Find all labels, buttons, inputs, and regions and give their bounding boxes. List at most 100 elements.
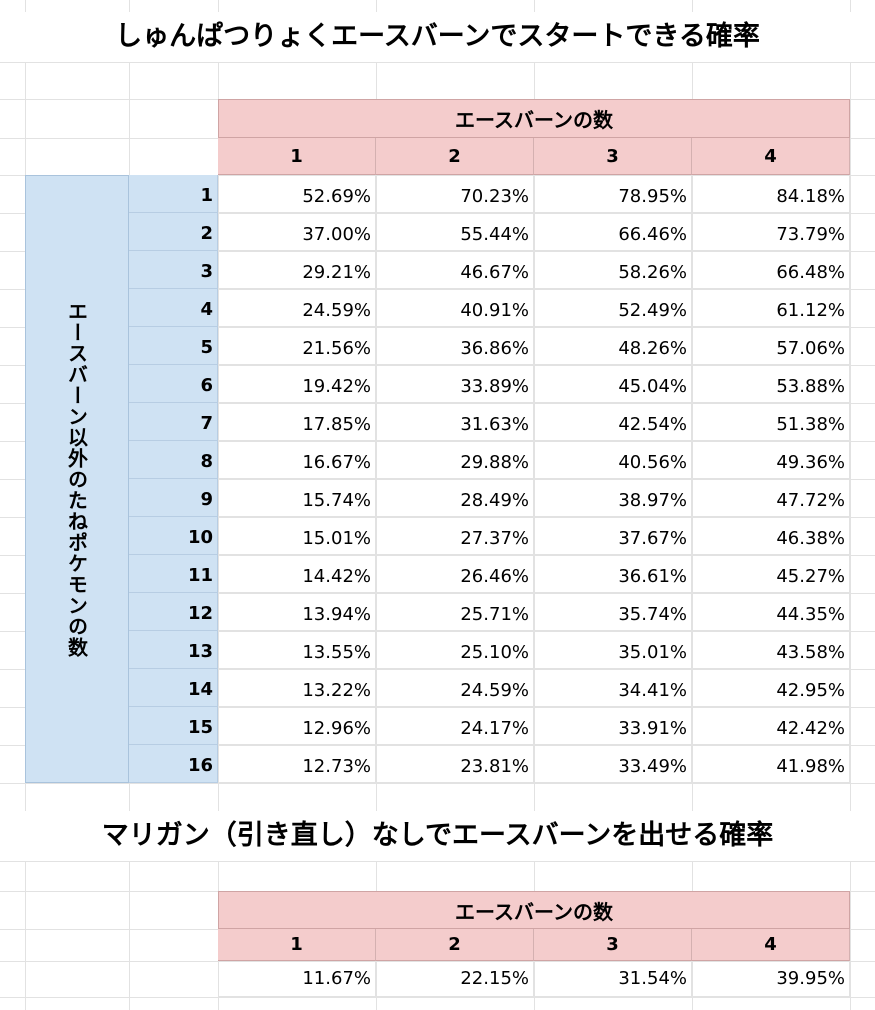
table1-row-label: 2: [129, 213, 218, 251]
grid-row-line: [0, 707, 875, 708]
table1-cell[interactable]: 12.73%: [218, 745, 376, 783]
table1-cell[interactable]: 44.35%: [692, 593, 850, 631]
table1-cell[interactable]: 17.85%: [218, 403, 376, 441]
table1-cell[interactable]: 36.61%: [534, 555, 692, 593]
table1-cell[interactable]: 19.42%: [218, 365, 376, 403]
table1-cell[interactable]: 25.71%: [376, 593, 534, 631]
grid-row-line: [0, 631, 875, 632]
table1-cell[interactable]: 43.58%: [692, 631, 850, 669]
table1-cell[interactable]: 35.01%: [534, 631, 692, 669]
table1-cell[interactable]: 33.89%: [376, 365, 534, 403]
table1-cell[interactable]: 40.91%: [376, 289, 534, 327]
table1-row-label: 16: [129, 745, 218, 783]
table1-cell[interactable]: 66.48%: [692, 251, 850, 289]
table1-cell[interactable]: 53.88%: [692, 365, 850, 403]
table1-cell[interactable]: 84.18%: [692, 175, 850, 213]
table1-cell[interactable]: 57.06%: [692, 327, 850, 365]
table1-cell[interactable]: 78.95%: [534, 175, 692, 213]
table2-cell[interactable]: 22.15%: [376, 961, 534, 997]
table1-cell[interactable]: 55.44%: [376, 213, 534, 251]
grid-row-line: [0, 327, 875, 328]
table1-cell[interactable]: 28.49%: [376, 479, 534, 517]
table1-cell[interactable]: 25.10%: [376, 631, 534, 669]
table1-cell[interactable]: 37.00%: [218, 213, 376, 251]
table1-row-label: 6: [129, 365, 218, 403]
table1-cell[interactable]: 42.42%: [692, 707, 850, 745]
grid-col-line: [692, 0, 693, 1010]
table1-cell[interactable]: 70.23%: [376, 175, 534, 213]
table1-row-label: 7: [129, 403, 218, 441]
grid-row-line: [0, 555, 875, 556]
table1-col-2: 2: [376, 138, 534, 175]
table2-cell[interactable]: 31.54%: [534, 961, 692, 997]
table1-cell[interactable]: 66.46%: [534, 213, 692, 251]
table1-cell[interactable]: 58.26%: [534, 251, 692, 289]
table1-cell[interactable]: 24.59%: [218, 289, 376, 327]
table1-row-header: エースバーン以外のたねポケモンの数: [25, 175, 129, 783]
table1-cell[interactable]: 37.67%: [534, 517, 692, 555]
table1-cell[interactable]: 24.59%: [376, 669, 534, 707]
table1-cell[interactable]: 45.27%: [692, 555, 850, 593]
table1-cell[interactable]: 15.74%: [218, 479, 376, 517]
table1-row-label: 9: [129, 479, 218, 517]
table1-cell[interactable]: 29.21%: [218, 251, 376, 289]
table1-cell[interactable]: 13.55%: [218, 631, 376, 669]
grid-row-line: [0, 517, 875, 518]
table1-col-header: エースバーンの数: [218, 99, 850, 138]
table1-cell[interactable]: 33.49%: [534, 745, 692, 783]
table1-cell[interactable]: 42.54%: [534, 403, 692, 441]
grid-row-line: [0, 213, 875, 214]
table1-cell[interactable]: 52.69%: [218, 175, 376, 213]
grid-row-line: [0, 997, 875, 998]
table1-row-label: 14: [129, 669, 218, 707]
table2-cell[interactable]: 39.95%: [692, 961, 850, 997]
table1-cell[interactable]: 45.04%: [534, 365, 692, 403]
table1-cell[interactable]: 33.91%: [534, 707, 692, 745]
table1-cell[interactable]: 16.67%: [218, 441, 376, 479]
table1-cell[interactable]: 13.94%: [218, 593, 376, 631]
table1-cell[interactable]: 46.67%: [376, 251, 534, 289]
table1-row-label: 10: [129, 517, 218, 555]
table1-cell[interactable]: 23.81%: [376, 745, 534, 783]
table1-row-label: 8: [129, 441, 218, 479]
grid-row-line: [0, 669, 875, 670]
table1-cell[interactable]: 26.46%: [376, 555, 534, 593]
table1-cell[interactable]: 48.26%: [534, 327, 692, 365]
table1-cell[interactable]: 52.49%: [534, 289, 692, 327]
table1-cell[interactable]: 47.72%: [692, 479, 850, 517]
table1-col-4: 4: [692, 138, 850, 175]
table2-col-4: 4: [692, 929, 850, 961]
table1-cell[interactable]: 15.01%: [218, 517, 376, 555]
table1-cell[interactable]: 27.37%: [376, 517, 534, 555]
table1-cell[interactable]: 13.22%: [218, 669, 376, 707]
table1-cell[interactable]: 35.74%: [534, 593, 692, 631]
table1-col-1: 1: [218, 138, 376, 175]
table1-cell[interactable]: 40.56%: [534, 441, 692, 479]
table1-cell[interactable]: 29.88%: [376, 441, 534, 479]
table1-cell[interactable]: 51.38%: [692, 403, 850, 441]
table1-cell[interactable]: 34.41%: [534, 669, 692, 707]
grid-row-line: [0, 289, 875, 290]
table1-cell[interactable]: 21.56%: [218, 327, 376, 365]
table1-cell[interactable]: 24.17%: [376, 707, 534, 745]
table1-cell[interactable]: 73.79%: [692, 213, 850, 251]
table2-cell[interactable]: 11.67%: [218, 961, 376, 997]
table2-col-1: 1: [218, 929, 376, 961]
grid-row-line: [0, 403, 875, 404]
table1-row-label: 15: [129, 707, 218, 745]
grid-row-line: [0, 365, 875, 366]
grid-row-line: [0, 783, 875, 784]
table1-cell[interactable]: 36.86%: [376, 327, 534, 365]
table1-cell[interactable]: 42.95%: [692, 669, 850, 707]
table1-cell[interactable]: 46.38%: [692, 517, 850, 555]
table1-cell[interactable]: 41.98%: [692, 745, 850, 783]
table1-cell[interactable]: 61.12%: [692, 289, 850, 327]
table1-row-label: 13: [129, 631, 218, 669]
table1-cell[interactable]: 31.63%: [376, 403, 534, 441]
table1-cell[interactable]: 49.36%: [692, 441, 850, 479]
table2-col-2: 2: [376, 929, 534, 961]
table1-cell[interactable]: 14.42%: [218, 555, 376, 593]
table1-cell[interactable]: 38.97%: [534, 479, 692, 517]
table1-row-label: 4: [129, 289, 218, 327]
table1-cell[interactable]: 12.96%: [218, 707, 376, 745]
